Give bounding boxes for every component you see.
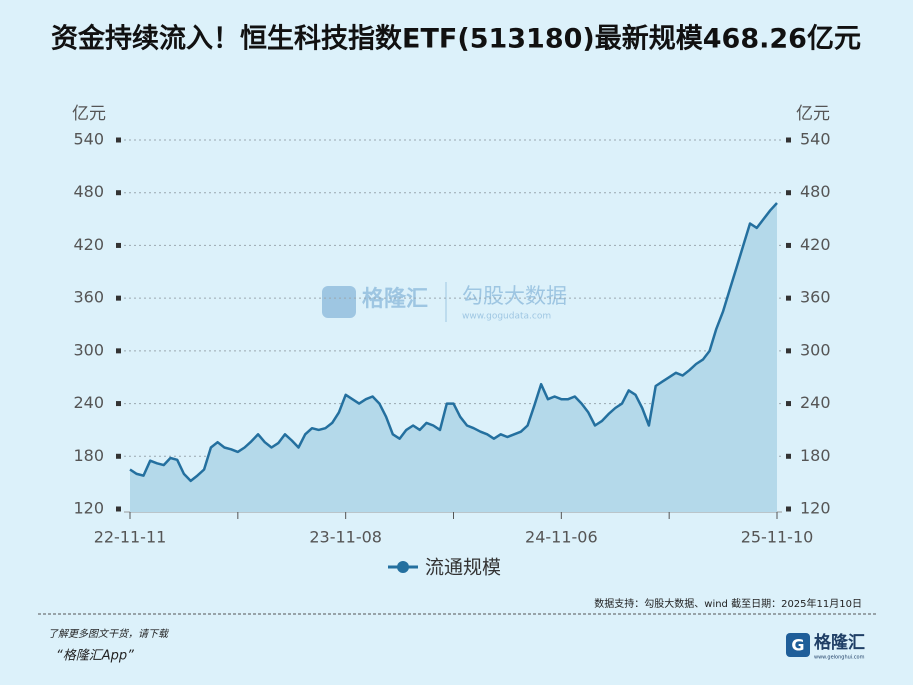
watermark-icon — [322, 286, 356, 318]
x-tick-label: 22-11-11 — [94, 528, 167, 547]
y-tick-label: 480 — [73, 182, 104, 201]
logo-icon — [786, 633, 810, 657]
y-tick-mark — [116, 242, 121, 248]
y-tick-label: 420 — [73, 235, 104, 254]
y2-tick-mark — [786, 137, 791, 143]
y2-tick-label: 480 — [800, 182, 831, 201]
app-name: “格隆汇App” — [56, 649, 134, 664]
x-tick-label: 25-11-10 — [741, 528, 814, 547]
area — [130, 203, 777, 512]
x-tick-label: 23-11-08 — [309, 528, 382, 547]
watermark-brand: 格隆汇 — [362, 286, 428, 312]
y2-tick-mark — [786, 348, 791, 354]
logo-text: 格隆汇 — [814, 632, 865, 653]
y-unit: 亿元 — [72, 104, 106, 124]
watermark: 格隆汇 勾股大数据 www.gogudata.com — [322, 282, 567, 322]
y-tick-mark — [116, 190, 121, 196]
y2-tick-mark — [786, 401, 791, 407]
y-tick-mark — [116, 506, 121, 512]
y-tick-mark — [116, 295, 121, 301]
watermark-site: 勾股大数据 — [462, 284, 567, 308]
y2-tick-label: 120 — [800, 499, 831, 518]
y-tick-mark — [116, 453, 121, 459]
y-tick-mark — [116, 137, 121, 143]
y2-tick-label: 300 — [800, 340, 831, 359]
y2-tick-mark — [786, 506, 791, 512]
y2-tick-mark — [786, 295, 791, 301]
y-tick-label: 540 — [73, 130, 104, 149]
y2-tick-mark — [786, 453, 791, 459]
y-tick-mark — [116, 348, 121, 354]
y-tick-mark — [116, 401, 121, 407]
y2-tick-label: 240 — [800, 393, 831, 412]
y2-tick-label: 540 — [800, 130, 831, 149]
y-tick-label: 360 — [73, 288, 104, 307]
source-note: 数据支持：勾股大数据、wind 截至日期：2025年11月10日 — [594, 597, 862, 610]
legend-label: 流通规模 — [425, 557, 501, 579]
y2-tick-mark — [786, 242, 791, 248]
legend-marker — [397, 561, 409, 573]
y-tick-label: 180 — [73, 446, 104, 465]
y2-tick-label: 180 — [800, 446, 831, 465]
y2-tick-mark — [786, 190, 791, 196]
promo-text: 了解更多图文干货，请下载 — [48, 628, 170, 640]
y-tick-label: 300 — [73, 340, 104, 359]
y2-unit: 亿元 — [796, 104, 830, 124]
logo-letter: G — [791, 636, 804, 655]
chart-title: 资金持续流入！恒生科技指数ETF(513180)最新规模468.26亿元 — [51, 23, 861, 55]
line — [129, 202, 778, 483]
y-tick-label: 120 — [73, 499, 104, 518]
y2-tick-label: 360 — [800, 288, 831, 307]
y-tick-label: 240 — [73, 393, 104, 412]
watermark-url: www.gogudata.com — [462, 312, 551, 322]
x-tick-label: 24-11-06 — [525, 528, 598, 547]
y2-tick-label: 420 — [800, 235, 831, 254]
logo-url: www.gelonghui.com — [814, 655, 865, 661]
